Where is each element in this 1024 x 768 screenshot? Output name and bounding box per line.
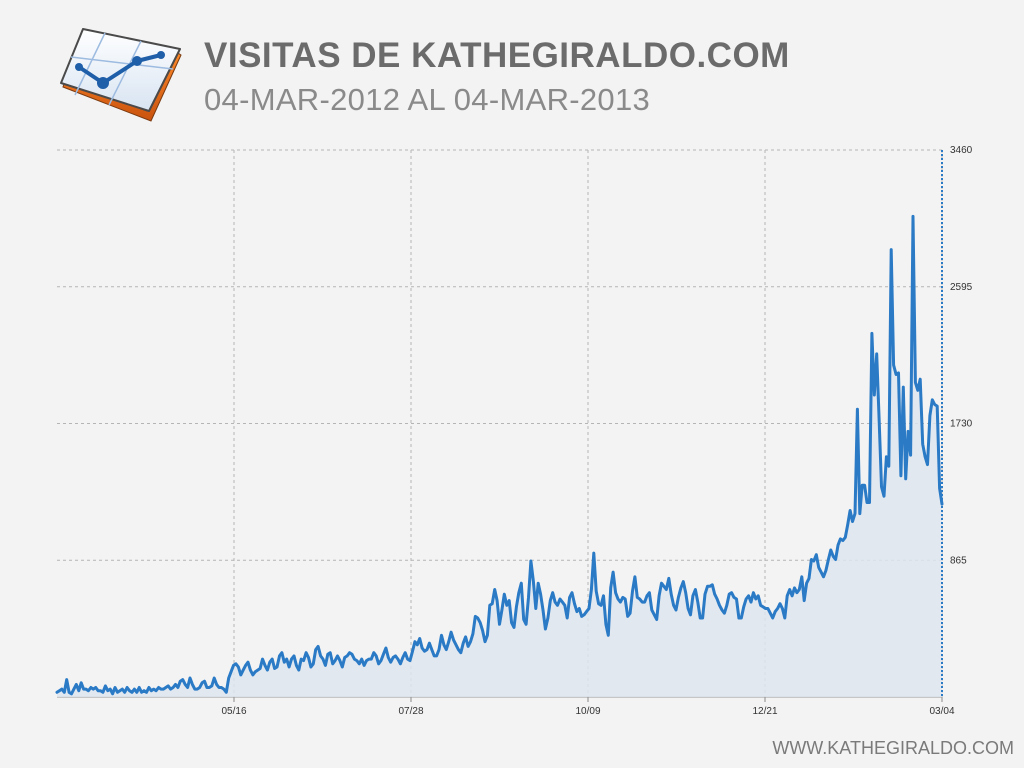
x-tick-label: 12/21 xyxy=(752,706,777,717)
x-tick-label: 03/04 xyxy=(929,706,954,717)
series-line xyxy=(55,214,944,696)
area-fill xyxy=(57,216,942,697)
y-tick-label: 2595 xyxy=(950,282,973,293)
y-tick-label: 1730 xyxy=(950,419,973,430)
y-tick-label: 3460 xyxy=(950,145,973,156)
line-chart-app-icon xyxy=(60,28,182,122)
footer-url: WWW.KATHEGIRALDO.COM xyxy=(772,738,1014,758)
y-tick-label: 865 xyxy=(950,555,967,566)
page-title: VISITAS DE KATHEGIRALDO.COM xyxy=(204,36,790,75)
x-tick-label: 07/28 xyxy=(398,706,423,717)
x-tick-label: 05/16 xyxy=(221,706,246,717)
x-tick-label: 10/09 xyxy=(575,706,600,717)
chart-header: VISITAS DE KATHEGIRALDO.COM 04-MAR-2012 … xyxy=(0,0,1024,140)
page-subtitle: 04-MAR-2012 AL 04-MAR-2013 xyxy=(204,82,651,117)
